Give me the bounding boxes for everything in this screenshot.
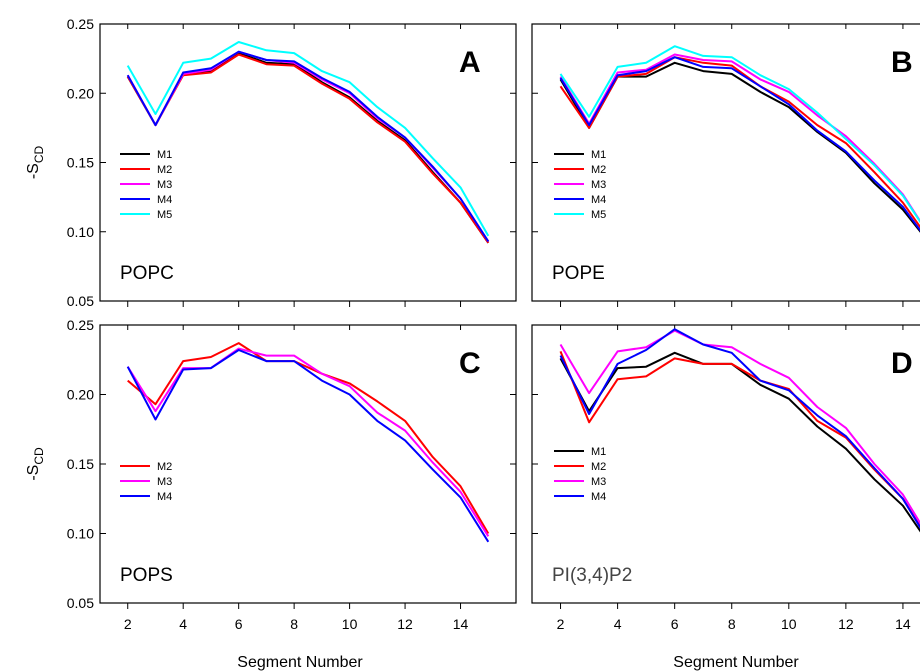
x-tick-label: 12 xyxy=(838,616,854,632)
legend-label-m1: M1 xyxy=(591,149,606,161)
x-tick-label: 4 xyxy=(179,616,187,632)
y-tick-label: 0.20 xyxy=(67,85,94,101)
panel-b: M1 M2 M3 M4 M5 B POPE xyxy=(531,23,920,307)
legend-label-m1: M1 xyxy=(591,446,606,458)
x-tick-label: 6 xyxy=(671,616,679,632)
legend-label-m3: M3 xyxy=(157,179,172,191)
series-line-m1 xyxy=(126,52,490,244)
legend-label-m3: M3 xyxy=(591,476,606,488)
x-axis-title: Segment Number xyxy=(673,654,799,671)
series-line-m3 xyxy=(126,50,490,242)
y-tick-label: 0.10 xyxy=(67,224,94,240)
y-tick-label: 0.10 xyxy=(67,526,94,542)
legend-label-m4: M4 xyxy=(157,491,172,503)
series-line-m3 xyxy=(126,347,490,537)
x-tick-label: 10 xyxy=(781,616,797,632)
y-tick-label: 0.25 xyxy=(67,317,94,333)
legend-label-m2: M2 xyxy=(157,164,172,176)
series-line-m1 xyxy=(559,61,920,233)
y-axis-title: -SCD xyxy=(25,146,46,180)
legend-label-m5: M5 xyxy=(157,209,172,221)
series-line-m2 xyxy=(559,56,920,229)
series-line-m2 xyxy=(127,342,490,535)
y-tick-label: 0.20 xyxy=(67,387,94,403)
x-tick-label: 12 xyxy=(397,616,413,632)
panel-letter: C xyxy=(459,347,481,380)
panel-letter: B xyxy=(891,46,913,79)
series-line-m4 xyxy=(126,50,490,242)
y-axis-title: -SCD xyxy=(25,447,46,481)
lipid-label: POPS xyxy=(120,565,173,586)
legend-label-m5: M5 xyxy=(591,209,606,221)
legend-label-m3: M3 xyxy=(157,476,172,488)
legend-label-m2: M2 xyxy=(591,461,606,473)
y-axis-title-subscript: CD xyxy=(32,146,46,164)
y-tick-label: 0.05 xyxy=(67,595,94,611)
legend-label-m2: M2 xyxy=(591,164,606,176)
panel-letter: D xyxy=(891,347,913,380)
legend-label-m2: M2 xyxy=(157,461,172,473)
series-line-m2 xyxy=(559,351,920,529)
y-axis-title-subscript: CD xyxy=(32,447,46,465)
x-tick-label: 10 xyxy=(342,616,358,632)
x-tick-label: 8 xyxy=(290,616,298,632)
legend-label-m3: M3 xyxy=(591,179,606,191)
series-line-m4 xyxy=(559,328,920,529)
legend-label-m4: M4 xyxy=(591,491,606,503)
series-line-m2 xyxy=(126,53,490,244)
series-line-m3 xyxy=(559,329,920,525)
legend-label-m1: M1 xyxy=(157,149,172,161)
x-tick-label: 14 xyxy=(453,616,469,632)
x-tick-label: 2 xyxy=(124,616,132,632)
series-line-m1 xyxy=(559,351,920,533)
lipid-label: POPE xyxy=(552,263,605,284)
panel-letter: A xyxy=(459,46,481,79)
series-line-m4 xyxy=(559,56,920,232)
series-line-m4 xyxy=(126,349,490,543)
plot-frame xyxy=(99,23,517,302)
y-tick-label: 0.15 xyxy=(67,456,94,472)
lipid-label: PI(3,4)P2 xyxy=(552,565,632,586)
series-line-m5 xyxy=(126,41,490,237)
legend-label-m4: M4 xyxy=(157,194,172,206)
series-line-m5 xyxy=(559,45,920,224)
series-line-m3 xyxy=(559,53,920,223)
y-tick-label: 0.25 xyxy=(67,16,94,32)
y-tick-label: 0.05 xyxy=(67,293,94,309)
legend-label-m4: M4 xyxy=(591,194,606,206)
lipid-label: POPC xyxy=(120,263,174,284)
x-tick-label: 2 xyxy=(557,616,565,632)
panel-a: 0.05 0.10 0.15 0.20 0.25 M1 M2 M3 M4 M5 A POPC -SCD xyxy=(25,16,517,309)
panel-d: 2 4 6 8 10 12 14 M1 M2 M3 M4 D PI(3,4)P2 Segment Numb… xyxy=(531,324,920,671)
x-tick-label: 8 xyxy=(728,616,736,632)
x-tick-label: 14 xyxy=(895,616,911,632)
x-axis-title: Segment Number xyxy=(237,654,363,671)
x-tick-label: 6 xyxy=(235,616,243,632)
panel-c: 0.05 0.10 0.15 0.20 0.25 2 4 6 8 10 12 14 M2 M3 M4 C POP… xyxy=(25,317,517,671)
y-tick-label: 0.15 xyxy=(67,155,94,171)
x-tick-label: 4 xyxy=(614,616,622,632)
